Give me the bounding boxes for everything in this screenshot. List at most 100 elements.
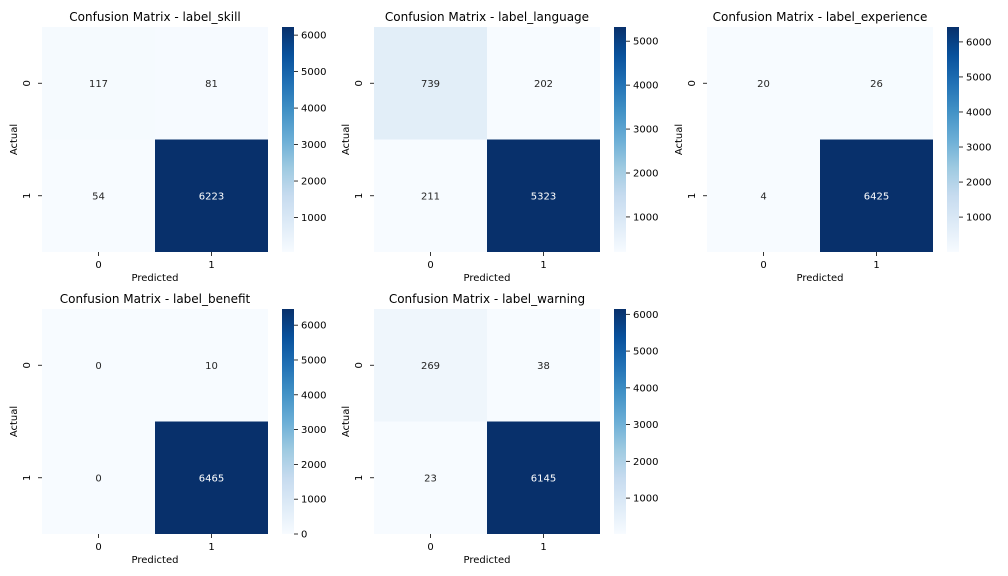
cell-value-label: 0 [95, 361, 101, 372]
colorbar-tick-label: 5000 [301, 67, 326, 78]
colorbar-tick-label: 2000 [633, 169, 658, 180]
colorbar [282, 309, 294, 534]
colorbar-tick-label: 5000 [633, 347, 658, 358]
x-axis-label: Predicted [132, 555, 179, 566]
x-tick-label: 0 [427, 542, 433, 553]
heatmap-cell [374, 309, 487, 422]
x-tick-label: 1 [208, 260, 214, 271]
cell-value-label: 5323 [531, 191, 556, 202]
colorbar-tick-label: 5000 [966, 72, 991, 83]
cell-value-label: 20 [757, 79, 770, 90]
colorbar [614, 27, 626, 252]
colorbar-tick-label: 5000 [633, 37, 658, 48]
colorbar-tick-label: 3000 [966, 143, 991, 154]
heatmap-cell [487, 309, 600, 422]
colorbar-tick-label: 2000 [301, 177, 326, 188]
heatmap-cell [155, 139, 268, 252]
cell-value-label: 81 [205, 79, 218, 90]
heatmap-cell [155, 27, 268, 140]
colorbar-tick-label: 5000 [301, 355, 326, 366]
heatmap-cell [487, 139, 600, 252]
colorbar-tick-label: 4000 [301, 104, 326, 115]
colorbar-tick-label: 3000 [633, 420, 658, 431]
cell-value-label: 739 [421, 79, 440, 90]
y-axis-label: Actual [341, 406, 352, 437]
cell-value-label: 23 [424, 473, 437, 484]
y-tick-label: 1 [354, 193, 365, 199]
panel-title: Confusion Matrix - label_language [385, 10, 589, 24]
colorbar-tick-label: 3000 [633, 125, 658, 136]
colorbar-tick-label: 4000 [633, 81, 658, 92]
y-axis-label: Actual [9, 124, 20, 155]
confusion-matrix-panel: Confusion Matrix - label_skill 117 81 54 622… [9, 10, 326, 284]
cell-value-label: 6465 [199, 473, 224, 484]
colorbar-tick-label: 6000 [301, 321, 326, 332]
colorbar-tick-label: 1000 [633, 494, 658, 505]
heatmap-cell [42, 27, 155, 140]
y-tick-label: 1 [22, 193, 33, 199]
colorbar-tick-label: 2000 [633, 457, 658, 468]
y-axis-label: Actual [341, 124, 352, 155]
x-tick-label: 0 [427, 260, 433, 271]
colorbar-tick-label: 2000 [301, 460, 326, 471]
cell-value-label: 6223 [199, 191, 224, 202]
heatmap-cell [487, 27, 600, 140]
x-axis-label: Predicted [464, 273, 511, 284]
y-tick-label: 1 [354, 475, 365, 481]
heatmap-cell [374, 421, 487, 534]
heatmap-cell [42, 421, 155, 534]
colorbar-tick-label: 1000 [966, 213, 991, 224]
colorbar-tick-label: 4000 [966, 107, 991, 118]
colorbar [614, 309, 626, 534]
panel-title: Confusion Matrix - label_benefit [60, 292, 251, 306]
confusion-matrix-panel: Confusion Matrix - label_warning 269 38 23 6… [341, 292, 658, 566]
panel-title: Confusion Matrix - label_experience [713, 10, 928, 24]
heatmap-cell [820, 27, 933, 140]
confusion-matrix-panel: Confusion Matrix - label_language 739 202 2… [341, 10, 658, 284]
colorbar [282, 27, 294, 252]
x-tick-label: 1 [873, 260, 879, 271]
cell-value-label: 0 [95, 473, 101, 484]
heatmap-cell [707, 27, 820, 140]
cell-value-label: 117 [89, 79, 108, 90]
x-axis-label: Predicted [464, 555, 511, 566]
x-tick-label: 1 [540, 260, 546, 271]
y-tick-label: 0 [22, 362, 33, 368]
cell-value-label: 4 [760, 191, 766, 202]
cell-value-label: 202 [534, 79, 553, 90]
heatmap-cell [820, 139, 933, 252]
panel-title: Confusion Matrix - label_warning [389, 292, 585, 306]
colorbar [947, 27, 959, 252]
colorbar-tick-label: 2000 [966, 178, 991, 189]
colorbar-tick-label: 0 [301, 530, 307, 541]
x-tick-label: 0 [95, 260, 101, 271]
confusion-matrix-panel: Confusion Matrix - label_experience 20 26 4… [674, 10, 991, 284]
x-tick-label: 0 [760, 260, 766, 271]
y-axis-label: Actual [9, 406, 20, 437]
heatmap-cell [155, 421, 268, 534]
colorbar-tick-label: 6000 [966, 37, 991, 48]
y-tick-label: 1 [687, 193, 698, 199]
colorbar-tick-label: 6000 [633, 310, 658, 321]
y-tick-label: 0 [354, 362, 365, 368]
heatmap-cell [487, 421, 600, 534]
colorbar-tick-label: 1000 [633, 212, 658, 223]
y-tick-label: 0 [22, 80, 33, 86]
heatmap-cell [42, 139, 155, 252]
heatmap-cell [374, 139, 487, 252]
y-tick-label: 1 [22, 475, 33, 481]
heatmap-cell [707, 139, 820, 252]
colorbar-tick-label: 3000 [301, 140, 326, 151]
x-axis-label: Predicted [797, 273, 844, 284]
colorbar-tick-label: 1000 [301, 213, 326, 224]
y-tick-label: 0 [687, 80, 698, 86]
colorbar-tick-label: 4000 [301, 390, 326, 401]
colorbar-tick-label: 3000 [301, 425, 326, 436]
y-axis-label: Actual [674, 124, 685, 155]
confusion-matrix-panel: Confusion Matrix - label_benefit 0 1 0 0 6465… [9, 292, 326, 566]
cell-value-label: 6425 [864, 191, 889, 202]
colorbar-tick-label: 1000 [301, 495, 326, 506]
x-axis-label: Predicted [132, 273, 179, 284]
heatmap-cell [374, 27, 487, 140]
